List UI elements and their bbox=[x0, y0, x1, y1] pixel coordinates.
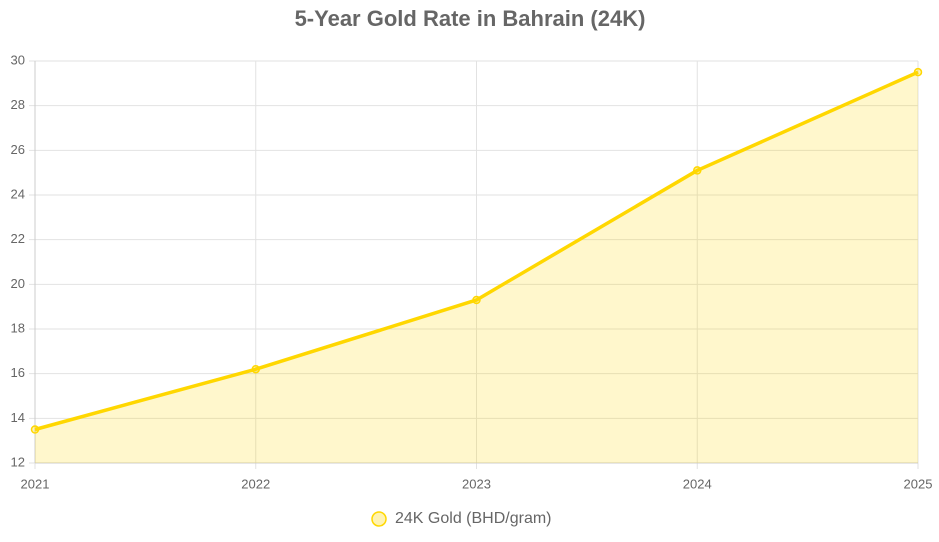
area bbox=[35, 72, 918, 464]
point bbox=[693, 166, 702, 175]
y-tick-label: 14 bbox=[11, 410, 25, 425]
line bbox=[34, 70, 919, 432]
legend-marker bbox=[371, 511, 387, 527]
x-tick-label: 2022 bbox=[241, 476, 270, 491]
y-tick-label: 22 bbox=[11, 231, 25, 246]
point bbox=[472, 295, 481, 305]
y-tick-label: 16 bbox=[11, 365, 25, 380]
x-tick-label: 2023 bbox=[462, 476, 491, 491]
y-tick-label: 18 bbox=[11, 320, 25, 335]
x-tick-label: 2024 bbox=[683, 476, 712, 491]
legend-label: 24K Gold (BHD/gram) bbox=[395, 510, 552, 527]
y-tick-label: 24 bbox=[11, 186, 25, 201]
point bbox=[30, 425, 40, 434]
chart-title: 5-Year Gold Rate in Bahrain (24K) bbox=[295, 6, 646, 31]
x-tick-label: 2021 bbox=[21, 476, 50, 491]
point bbox=[913, 67, 923, 77]
point bbox=[251, 364, 260, 374]
y-tick-label: 28 bbox=[11, 97, 25, 112]
y-tick-label: 20 bbox=[11, 276, 25, 291]
x-tick-label: 2025 bbox=[904, 476, 933, 491]
y-tick-label: 12 bbox=[11, 454, 25, 469]
y-tick-label: 26 bbox=[11, 142, 25, 157]
y-tick-label: 30 bbox=[11, 52, 25, 67]
